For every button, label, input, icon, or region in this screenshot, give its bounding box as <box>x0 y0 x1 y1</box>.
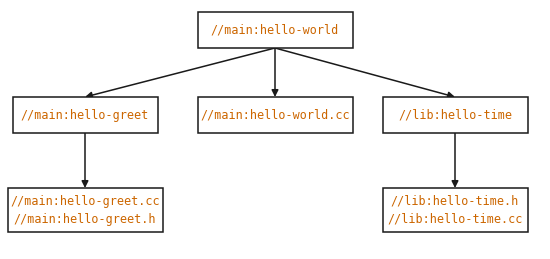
Bar <box>197 12 353 48</box>
Text: //main:hello-world.cc: //main:hello-world.cc <box>200 109 350 121</box>
Text: //main:hello-greet.cc
//main:hello-greet.h: //main:hello-greet.cc //main:hello-greet… <box>10 195 160 226</box>
Bar <box>13 97 157 133</box>
Bar <box>382 97 527 133</box>
Bar <box>197 97 353 133</box>
Text: //lib:hello-time: //lib:hello-time <box>398 109 512 121</box>
Bar <box>8 188 162 232</box>
Text: //main:hello-world: //main:hello-world <box>211 24 339 37</box>
Text: //main:hello-greet: //main:hello-greet <box>21 109 149 121</box>
Bar <box>382 188 527 232</box>
Text: //lib:hello-time.h
//lib:hello-time.cc: //lib:hello-time.h //lib:hello-time.cc <box>387 195 522 226</box>
